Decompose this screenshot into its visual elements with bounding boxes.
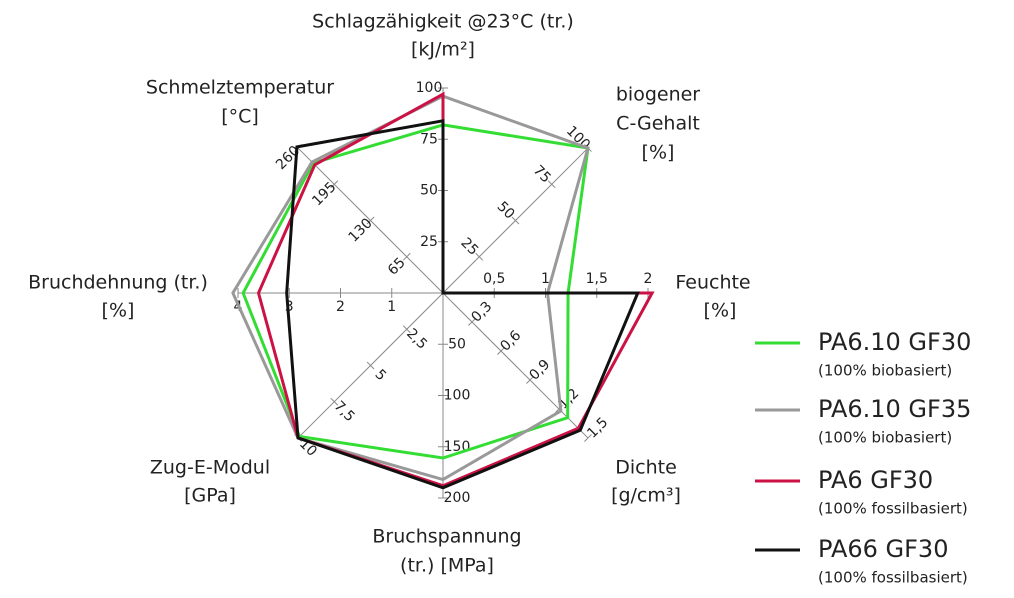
axis-label: [°C]	[221, 106, 259, 128]
axis-label: [kJ/m²]	[411, 39, 475, 61]
axis-label: Zug-E-Modul	[150, 457, 270, 479]
legend-label: PA66 GF30	[818, 535, 948, 563]
tick-mark	[511, 216, 520, 225]
tick-mark	[526, 376, 534, 384]
tick-label: 100	[444, 388, 471, 404]
tick-mark	[475, 252, 484, 261]
legend-description: (100% fossilbasiert)	[818, 569, 968, 587]
tick-label: 2	[644, 271, 653, 287]
axis-label: Feuchte	[675, 272, 750, 294]
tick-label: 1	[387, 299, 396, 315]
legend-label: PA6.10 GF35	[818, 395, 971, 423]
axis-line	[442, 292, 589, 439]
tick-label: 1	[541, 271, 550, 287]
tick-label: 200	[444, 490, 471, 506]
tick-label: 0,5	[483, 271, 505, 287]
tick-label: 75	[420, 131, 438, 147]
axis-label: Dichte	[615, 457, 677, 479]
axis-label: [%]	[642, 142, 675, 164]
axis-label: Schlagzähigkeit @23°C (tr.)	[312, 11, 574, 33]
axis-label: [g/cm³]	[611, 485, 681, 507]
series-polygon	[231, 94, 590, 482]
tick-mark	[366, 216, 375, 225]
tick-label: 50	[420, 183, 438, 199]
legend-description: (100% biobasiert)	[818, 362, 952, 380]
axis-label: (tr.) [MPa]	[400, 555, 494, 577]
tick-mark	[330, 180, 339, 189]
legend-description: (100% fossilbasiert)	[818, 500, 968, 518]
tick-label: 5	[372, 367, 390, 385]
axis-label: [GPa]	[184, 485, 236, 507]
series-polygon	[285, 119, 641, 490]
tick-mark	[547, 180, 556, 189]
tick-label: 2	[336, 299, 345, 315]
legend-description: (100% biobasiert)	[818, 429, 952, 447]
series-polygon	[241, 123, 590, 460]
tick-mark	[468, 318, 476, 326]
axis-label: C-Gehalt	[616, 113, 700, 135]
axis-label: [%]	[102, 300, 135, 322]
tick-mark	[497, 347, 505, 355]
tick-label: 100	[416, 80, 443, 96]
axis-label: [%]	[704, 300, 737, 322]
tick-label: 1,5	[586, 271, 608, 287]
tick-mark	[584, 434, 592, 442]
tick-mark	[402, 325, 411, 334]
axis-label: Bruchdehnung (tr.)	[28, 272, 208, 294]
axis-label: Schmelztemperatur	[146, 77, 334, 99]
legend-label: PA6 GF30	[818, 466, 933, 494]
tick-label: 50	[448, 336, 466, 352]
tick-label: 25	[420, 234, 438, 250]
axis-label: Bruchspannung	[372, 526, 521, 548]
tick-mark	[402, 252, 411, 261]
axis-label: biogener	[616, 84, 700, 106]
legend-label: PA6.10 GF30	[818, 328, 971, 356]
tick-mark	[366, 361, 375, 370]
tick-mark	[330, 397, 339, 406]
